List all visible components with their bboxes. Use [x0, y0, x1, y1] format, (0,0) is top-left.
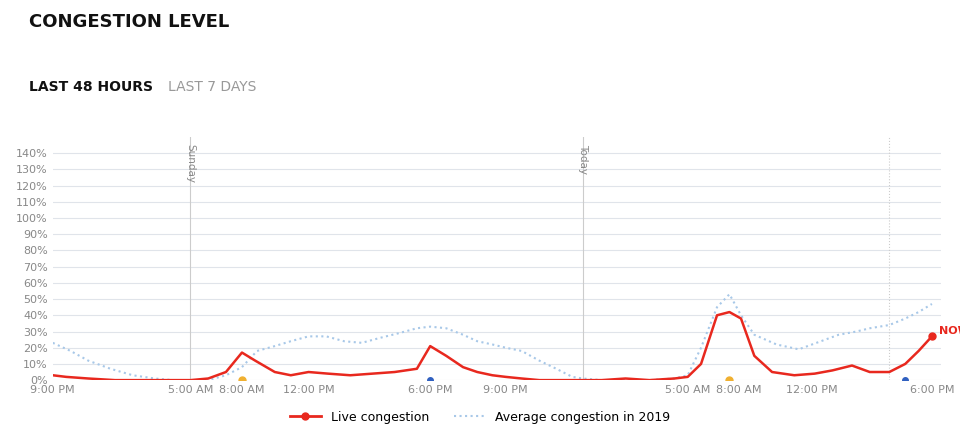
- Text: LAST 7 DAYS: LAST 7 DAYS: [168, 80, 256, 94]
- Text: NOW: NOW: [939, 326, 960, 335]
- Legend: Live congestion, Average congestion in 2019: Live congestion, Average congestion in 2…: [284, 406, 676, 429]
- Text: LAST 48 HOURS: LAST 48 HOURS: [29, 80, 153, 94]
- Text: Sunday: Sunday: [186, 144, 196, 183]
- Text: Today: Today: [578, 144, 588, 174]
- Text: CONGESTION LEVEL: CONGESTION LEVEL: [29, 13, 229, 31]
